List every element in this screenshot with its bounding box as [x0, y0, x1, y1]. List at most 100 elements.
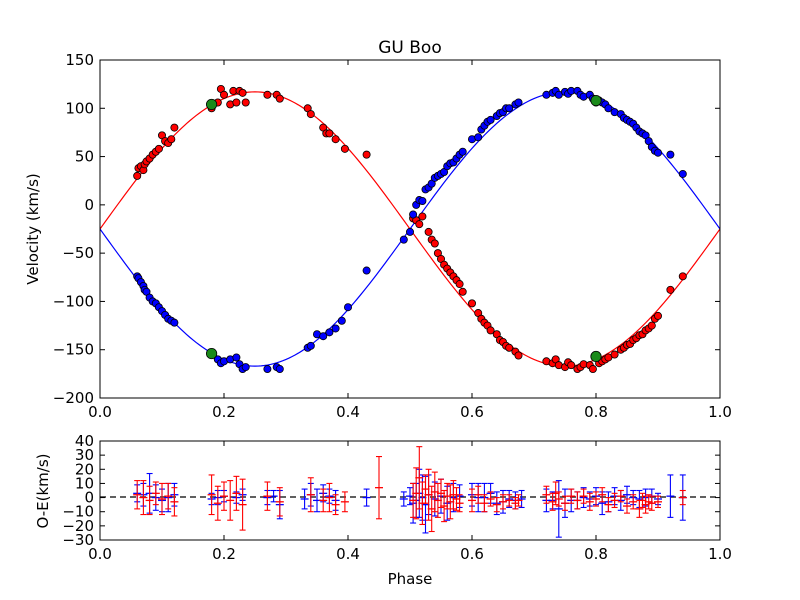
primary-residuals [133, 446, 687, 533]
primary-residual [604, 497, 613, 513]
primary-residual [511, 497, 520, 510]
residual-y-axis-label: O-E(km/s) [34, 454, 52, 529]
secondary-point [232, 353, 241, 362]
secondary-residual [300, 488, 309, 510]
secondary-point [604, 104, 613, 113]
primary-point [514, 351, 523, 360]
residual-y-tick-label: 10 [75, 474, 94, 492]
primary-point [241, 98, 250, 107]
primary-residual [629, 494, 638, 510]
primary-residual [514, 494, 523, 507]
residual-y-tick-label: 20 [75, 460, 94, 478]
velocity-y-tick-label: 0 [84, 196, 94, 214]
secondary-point [306, 341, 315, 350]
primary-residual [468, 488, 476, 513]
primary-point [424, 227, 433, 236]
y-axis-label: Velocity (km/s) [24, 173, 42, 284]
chart-title: GU Boo [378, 38, 441, 58]
highlight-point [590, 94, 602, 107]
primary-residual [164, 482, 173, 510]
velocity-x-tick-label: 0.2 [212, 403, 236, 421]
secondary-residual [399, 491, 408, 507]
primary-residual [151, 481, 160, 506]
primary-residual [319, 488, 328, 513]
primary-residual [145, 485, 154, 516]
secondary-point [514, 98, 523, 107]
secondary-point [319, 332, 328, 341]
primary-points [133, 84, 687, 374]
primary-residual [275, 487, 284, 517]
x-tick-labels: 0.0 0.2 0.4 0.6 0.8 1.0 [88, 60, 732, 421]
primary-point [455, 280, 464, 289]
primary-point [154, 144, 163, 153]
residual-y-tick-label: 0 [84, 489, 94, 507]
primary-residual [579, 488, 588, 504]
velocity-x-tick-label: 0.8 [584, 403, 608, 421]
velocity-y-tick-label: 50 [75, 148, 94, 166]
primary-point [219, 90, 228, 99]
residual-y-tick-label: −20 [62, 517, 94, 535]
residual-x-tick-label: 0.0 [88, 545, 112, 563]
primary-residual [492, 497, 501, 513]
primary-point [418, 212, 427, 221]
primary-residual [573, 491, 582, 510]
primary-residual [207, 474, 216, 516]
secondary-point [263, 365, 272, 374]
secondary-point [362, 266, 371, 275]
primary-residual [158, 482, 166, 516]
primary-residual [375, 456, 383, 520]
primary-residual [226, 480, 235, 521]
secondary-point [337, 316, 346, 325]
secondary-point [458, 147, 467, 156]
primary-residual [325, 482, 334, 513]
primary-residual [421, 474, 430, 504]
velocity-y-tick-label: −100 [53, 292, 94, 310]
primary-residual [598, 487, 607, 503]
primary-residual [455, 494, 464, 513]
residual-y-tick-label: 30 [75, 446, 94, 464]
residual-frame [99, 440, 721, 541]
primary-residual [585, 492, 594, 511]
primary-point [647, 321, 656, 330]
primary-residual [592, 491, 600, 507]
primary-point [340, 144, 349, 153]
primary-residual [474, 485, 483, 504]
primary-point [654, 311, 663, 320]
secondary-point [343, 303, 352, 312]
primary-point [331, 135, 340, 144]
secondary-point [666, 150, 675, 159]
primary-residual [505, 494, 514, 507]
secondary-point [275, 365, 284, 374]
secondary-residual [554, 480, 563, 538]
secondary-point [486, 115, 495, 124]
primary-point [458, 287, 467, 296]
velocity-plot: 0.0 0.2 0.4 0.6 0.8 1.0 150 100 50 0 −50 −100 −150 −… [24, 51, 732, 421]
primary-point [275, 94, 284, 103]
primary-residual [654, 495, 662, 509]
primary-residual [213, 485, 222, 521]
residual-x-tick-label: 1.0 [708, 545, 732, 563]
primary-residual [554, 491, 563, 507]
primary-point [505, 343, 514, 352]
velocity-y-tick-label: −50 [62, 244, 94, 262]
secondary-point [678, 169, 687, 178]
primary-residual [220, 481, 228, 511]
velocity-x-tick-label: 0.0 [88, 403, 112, 421]
residual-x-tick-labels: 0.0 0.2 0.4 0.6 0.8 1.0 [88, 441, 732, 563]
primary-residual [306, 477, 315, 513]
primary-point [678, 272, 687, 281]
primary-residual [331, 494, 340, 516]
primary-residual [340, 491, 349, 513]
primary-residual [499, 494, 507, 510]
residual-y-tick-label: 40 [75, 432, 94, 450]
secondary-point [241, 363, 250, 372]
secondary-point [170, 318, 179, 327]
secondary-point [654, 148, 663, 157]
primary-point [263, 90, 272, 99]
primary-point [467, 299, 476, 308]
x-axis-label: Phase [388, 570, 433, 588]
secondary-point [418, 196, 427, 205]
primary-point [588, 365, 597, 374]
primary-residual [263, 481, 272, 511]
